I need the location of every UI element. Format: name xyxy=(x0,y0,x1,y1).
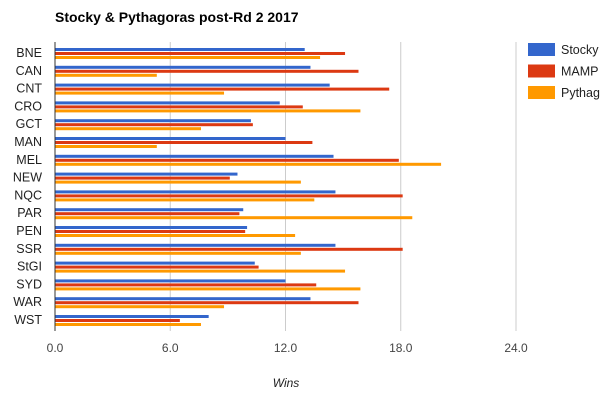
bar-stocky-stgi xyxy=(55,261,255,265)
x-tick-label: 6.0 xyxy=(162,341,179,355)
bar-pythag-new xyxy=(55,180,301,184)
category-label: SSR xyxy=(16,242,42,256)
bar-pythag-can xyxy=(55,73,157,77)
category-label: CNT xyxy=(16,82,42,96)
legend-label-pythag: Pythag xyxy=(561,86,600,100)
category-label: MAN xyxy=(14,135,42,149)
bar-mamp-wst xyxy=(55,319,180,322)
bar-mamp-cro xyxy=(55,105,303,109)
category-label: PAR xyxy=(17,206,42,220)
bar-stocky-war xyxy=(55,297,311,301)
bar-mamp-nqc xyxy=(55,194,403,198)
x-tick-label: 18.0 xyxy=(389,341,413,355)
bar-mamp-can xyxy=(55,69,359,73)
bar-pythag-cnt xyxy=(55,91,225,95)
bar-mamp-cnt xyxy=(55,87,390,91)
category-label: NQC xyxy=(14,188,42,202)
bar-pythag-cro xyxy=(55,109,361,113)
bar-mamp-mel xyxy=(55,158,399,162)
bar-stocky-syd xyxy=(55,279,286,283)
bar-stocky-new xyxy=(55,172,238,176)
bar-mamp-ssr xyxy=(55,247,403,251)
x-tick-label: 24.0 xyxy=(504,341,528,355)
bar-pythag-par xyxy=(55,216,413,220)
category-label: StGI xyxy=(17,260,42,274)
x-tick-label: 12.0 xyxy=(274,341,298,355)
bar-pythag-stgi xyxy=(55,269,346,273)
bar-mamp-new xyxy=(55,176,230,180)
legend-label-mamp: MAMP xyxy=(561,65,599,79)
category-labels: BNE CAN CNT CRO GCT MAN MEL NEW NQC PAR PEN SSR StGI… xyxy=(13,46,43,327)
bar-mamp-war xyxy=(55,301,359,305)
bar-stocky-wst xyxy=(55,315,209,318)
category-label: PEN xyxy=(16,224,42,238)
x-tick-labels: 0.0 6.0 12.0 18.0 24.0 xyxy=(47,341,528,355)
category-label: NEW xyxy=(13,171,42,185)
bar-mamp-syd xyxy=(55,283,317,287)
bar-stocky-man xyxy=(55,137,286,140)
legend-label-stocky: Stocky xyxy=(561,43,599,57)
bar-stocky-bne xyxy=(55,48,305,51)
category-label: CAN xyxy=(16,64,42,78)
bar-pythag-man xyxy=(55,145,157,148)
category-label: SYD xyxy=(16,277,42,291)
bar-pythag-pen xyxy=(55,234,296,237)
x-tick-label: 0.0 xyxy=(47,341,64,355)
bar-stocky-mel xyxy=(55,154,334,158)
bar-stocky-can xyxy=(55,65,311,69)
legend-swatch-mamp xyxy=(528,64,555,78)
bar-pythag-wst xyxy=(55,323,201,326)
chart-title: Stocky & Pythagoras post-Rd 2 2017 xyxy=(55,9,299,25)
bar-stocky-cnt xyxy=(55,83,330,87)
category-label: WST xyxy=(14,313,42,327)
bar-pythag-nqc xyxy=(55,198,315,202)
category-label: WAR xyxy=(13,295,42,309)
bar-stocky-cro xyxy=(55,101,280,105)
bar-stocky-nqc xyxy=(55,190,336,194)
bar-mamp-man xyxy=(55,141,313,144)
bar-pythag-ssr xyxy=(55,251,301,255)
bar-mamp-gct xyxy=(55,123,253,127)
bar-stocky-ssr xyxy=(55,243,336,247)
category-label: BNE xyxy=(16,46,42,60)
legend-swatch-stocky xyxy=(528,43,555,56)
x-axis-title: Wins xyxy=(273,376,300,390)
bar-pythag-bne xyxy=(55,56,321,59)
bar-stocky-pen xyxy=(55,226,248,229)
category-label: GCT xyxy=(16,117,43,131)
category-label: MEL xyxy=(16,153,42,167)
bar-pythag-gct xyxy=(55,127,201,131)
bar-pythag-syd xyxy=(55,287,361,291)
bar-mamp-stgi xyxy=(55,265,259,269)
bars xyxy=(55,48,442,326)
legend: Stocky MAMP Pythag xyxy=(528,43,600,100)
bar-stocky-par xyxy=(55,208,244,212)
bar-mamp-par xyxy=(55,212,240,216)
category-label: CRO xyxy=(14,99,42,113)
bar-mamp-bne xyxy=(55,52,346,55)
bar-pythag-war xyxy=(55,305,225,309)
legend-swatch-pythag xyxy=(528,86,555,99)
bar-pythag-mel xyxy=(55,162,442,166)
bar-stocky-gct xyxy=(55,119,251,123)
bar-mamp-pen xyxy=(55,230,246,233)
